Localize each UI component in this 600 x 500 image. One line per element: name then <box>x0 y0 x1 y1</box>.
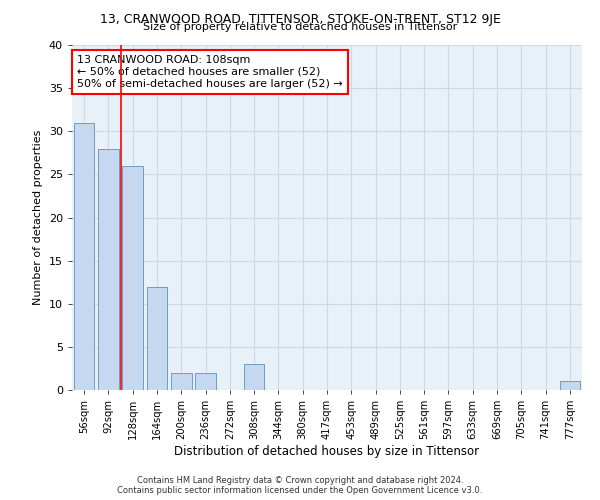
Bar <box>560 382 580 390</box>
Bar <box>122 166 143 390</box>
Bar <box>74 122 94 390</box>
Bar <box>146 286 167 390</box>
Text: 13 CRANWOOD ROAD: 108sqm
← 50% of detached houses are smaller (52)
50% of semi-d: 13 CRANWOOD ROAD: 108sqm ← 50% of detach… <box>77 56 343 88</box>
Bar <box>98 148 119 390</box>
Bar <box>244 364 265 390</box>
Text: 13, CRANWOOD ROAD, TITTENSOR, STOKE-ON-TRENT, ST12 9JE: 13, CRANWOOD ROAD, TITTENSOR, STOKE-ON-T… <box>100 12 500 26</box>
Bar <box>171 373 191 390</box>
Bar <box>195 373 216 390</box>
X-axis label: Distribution of detached houses by size in Tittensor: Distribution of detached houses by size … <box>175 445 479 458</box>
Text: Contains HM Land Registry data © Crown copyright and database right 2024.
Contai: Contains HM Land Registry data © Crown c… <box>118 476 482 495</box>
Y-axis label: Number of detached properties: Number of detached properties <box>33 130 43 305</box>
Text: Size of property relative to detached houses in Tittensor: Size of property relative to detached ho… <box>143 22 457 32</box>
